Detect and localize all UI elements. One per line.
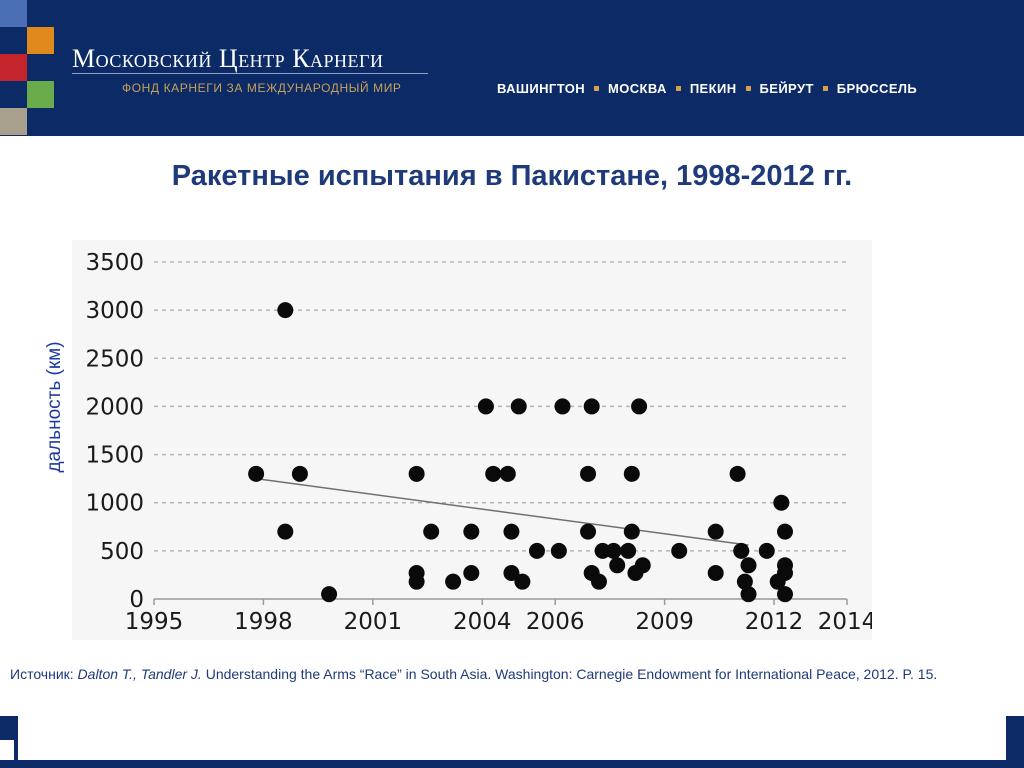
data-point (776, 565, 793, 582)
footer-bar (0, 760, 1024, 768)
scatter-chart: 0 500 1000 1500 2000 2500 3000 3500 1995 1998 2001… (85, 250, 876, 635)
data-point (499, 465, 516, 482)
data-point (248, 465, 265, 482)
brand-square-blue (0, 0, 27, 27)
source-text: Understanding the Arms “Race” in South A… (201, 666, 938, 682)
city-washington[interactable]: ВАШИНГТОН (497, 81, 586, 96)
data-point (634, 557, 651, 574)
data-point (554, 398, 571, 415)
data-point (590, 573, 607, 590)
data-point (423, 523, 440, 540)
data-point (631, 398, 648, 415)
data-point (671, 542, 688, 559)
x-tick-label: 2012 (745, 609, 804, 635)
city-list: ВАШИНГТОН МОСКВА ПЕКИН БЕЙРУТ БРЮССЕЛЬ (497, 81, 917, 96)
y-axis-label: дальность (км) (44, 341, 65, 473)
y-tick-label: 0 (129, 587, 144, 613)
footer-right-post (1006, 716, 1024, 768)
source-prefix: Источник: (10, 666, 78, 682)
data-point (321, 586, 338, 603)
brand-square-green (27, 81, 54, 108)
data-point (463, 565, 480, 582)
data-point (707, 565, 724, 582)
x-tick-label: 2001 (344, 609, 403, 635)
x-tick-label: 1998 (234, 609, 293, 635)
y-tick-label: 500 (100, 539, 144, 565)
x-tick-label: 2004 (453, 609, 512, 635)
data-point (758, 542, 775, 559)
data-point (503, 523, 520, 540)
city-brussels[interactable]: БРЮССЕЛЬ (836, 81, 918, 96)
data-point (528, 542, 545, 559)
data-point (740, 557, 757, 574)
data-point (510, 398, 527, 415)
brand-square-grey (0, 108, 27, 135)
data-point (550, 542, 567, 559)
data-point (463, 523, 480, 540)
city-separator (745, 86, 751, 91)
data-point (580, 465, 597, 482)
chart-area: 0 500 1000 1500 2000 2500 3000 3500 1995 1998 2001… (72, 240, 876, 640)
x-tick-label: 2009 (635, 609, 694, 635)
city-beijing[interactable]: ПЕКИН (689, 81, 737, 96)
data-point (736, 573, 753, 590)
brand-square-orange (27, 27, 54, 54)
trendline (256, 477, 749, 546)
data-point (609, 557, 626, 574)
footer-left-notch (0, 740, 14, 760)
brand-square-red (0, 54, 27, 81)
data-point (408, 465, 425, 482)
city-separator (675, 86, 681, 91)
data-point (605, 542, 622, 559)
city-separator (594, 86, 600, 91)
data-point (729, 465, 746, 482)
data-point (773, 494, 790, 511)
data-point (477, 398, 494, 415)
y-tick-label: 2500 (85, 346, 144, 372)
data-point (623, 523, 640, 540)
data-point (733, 542, 750, 559)
x-tick-label: 1995 (125, 609, 184, 635)
data-point (623, 465, 640, 482)
data-point (594, 542, 611, 559)
data-point (408, 573, 425, 590)
slide-title: Ракетные испытания в Пакистане, 1998-201… (171, 160, 853, 192)
header-band: Московский Центр Карнеги ФОНД КАРНЕГИ ЗА… (0, 0, 1024, 136)
data-point (514, 573, 531, 590)
city-separator (822, 86, 828, 91)
x-tick-label: 2014 (818, 609, 872, 635)
city-moscow[interactable]: МОСКВА (608, 81, 667, 96)
y-tick-label: 3500 (85, 250, 144, 276)
data-point (503, 565, 520, 582)
source-citation: Источник: Dalton T., Tandler J. Understa… (10, 664, 1010, 684)
data-point (776, 523, 793, 540)
y-tick-label: 1000 (85, 491, 144, 517)
y-tick-label: 3000 (85, 298, 144, 324)
data-point (580, 523, 597, 540)
brand-title: Московский Центр Карнеги (72, 44, 384, 73)
data-point (620, 542, 637, 559)
footer-frame (0, 716, 1024, 768)
data-point (277, 523, 294, 540)
data-point (776, 586, 793, 603)
y-tick-label: 1500 (85, 443, 144, 469)
data-point (445, 573, 462, 590)
data-point (740, 586, 757, 603)
data-point (277, 302, 294, 319)
city-beirut[interactable]: БЕЙРУТ (759, 81, 814, 96)
data-point (485, 465, 502, 482)
data-point (707, 523, 724, 540)
brand-divider (72, 73, 428, 74)
y-tick-label: 2000 (85, 394, 144, 420)
source-authors: Dalton T., Tandler J. (77, 666, 202, 682)
data-point (583, 398, 600, 415)
x-tick-label: 2006 (526, 609, 585, 635)
data-point (291, 465, 308, 482)
brand-subtitle: ФОНД КАРНЕГИ ЗА МЕЖДУНАРОДНЫЙ МИР (122, 81, 402, 95)
